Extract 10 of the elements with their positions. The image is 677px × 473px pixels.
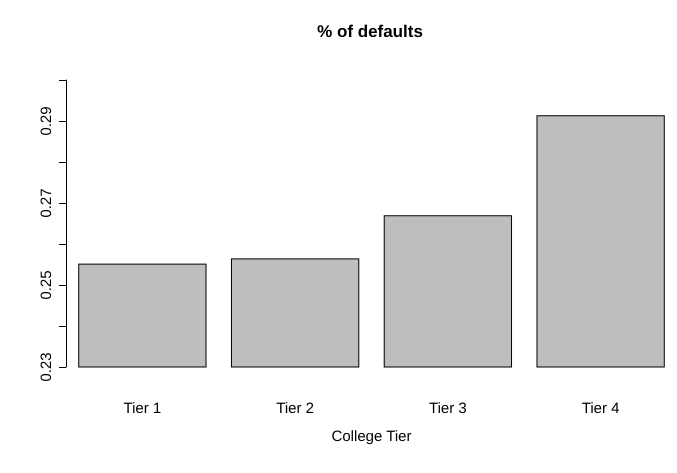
x-tick-label: Tier 4 (582, 400, 620, 417)
y-tick-label: 0.29 (38, 106, 55, 136)
x-tick-label: Tier 2 (276, 400, 314, 417)
x-axis-title: College Tier (331, 428, 412, 445)
x-tick-label: Tier 3 (428, 400, 467, 417)
x-tick-label: Tier 1 (123, 400, 162, 417)
y-tick-label: 0.25 (38, 270, 55, 300)
y-tick-label: 0.23 (38, 352, 55, 382)
chart-title: % of defaults (317, 22, 423, 41)
y-tick-label: 0.27 (38, 188, 55, 218)
